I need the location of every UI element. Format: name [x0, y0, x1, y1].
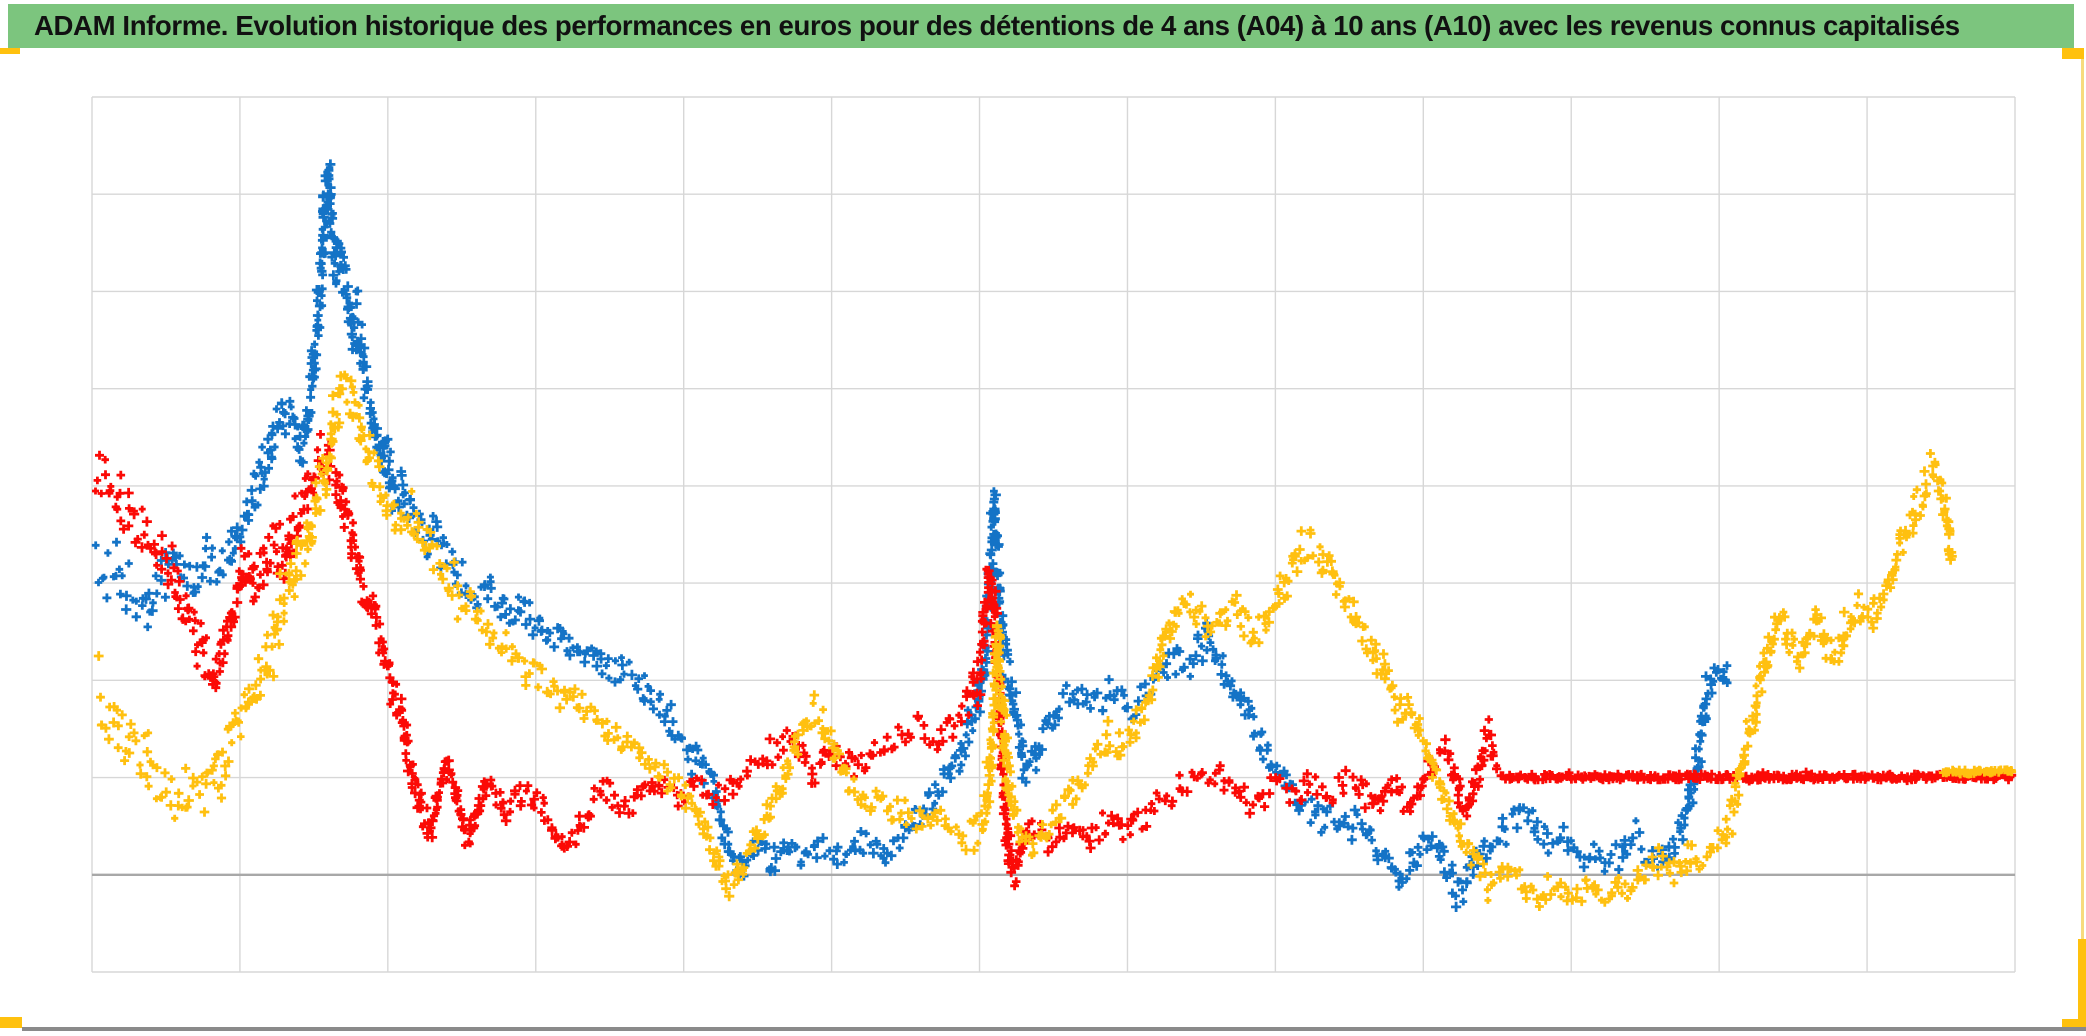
accent-top-left [0, 48, 20, 54]
title-bar: ADAM Informe. Evolution historique des p… [8, 4, 2074, 48]
accent-bottom-right-foot [2062, 1019, 2086, 1030]
page-title: ADAM Informe. Evolution historique des p… [34, 10, 1960, 41]
bottom-bar [22, 1027, 2086, 1031]
accent-right-edge [2081, 59, 2084, 939]
accent-bottom-left [0, 1017, 22, 1028]
accent-bottom-right-bar [2078, 939, 2086, 1030]
accent-top-right-arm [2062, 48, 2084, 59]
